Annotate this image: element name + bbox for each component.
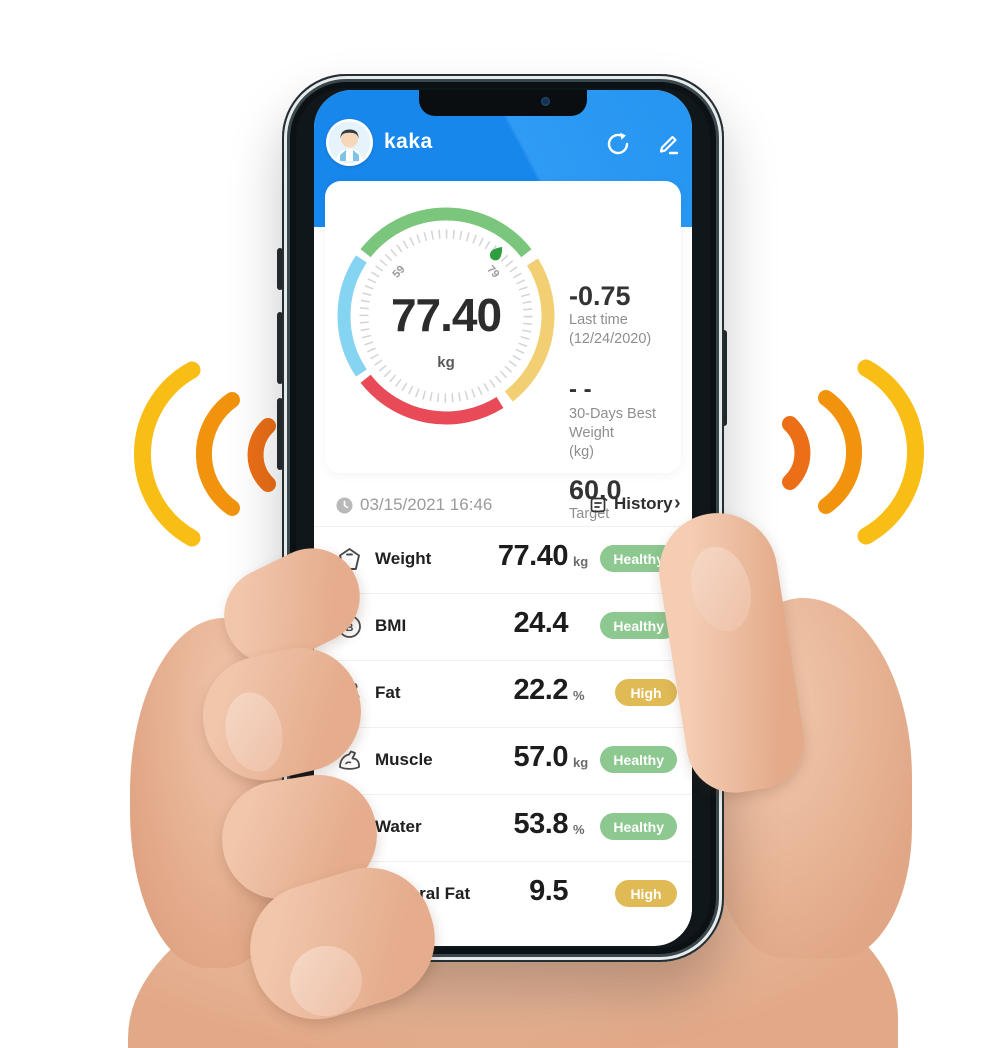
metric-label: Weight [375,549,432,568]
summary-label: 30-Days Best [569,406,657,422]
metric-unit: kg [573,755,589,770]
summary-value: -0.75 [569,281,631,311]
front-camera-icon [541,97,550,106]
gauge-tick-ring [359,229,533,403]
wave-arc-middle [196,392,240,516]
metric-value: 22.2 [513,674,569,706]
summary-label: Target [569,506,610,522]
volume-up-button [277,312,283,384]
wave-arc-middle [818,390,862,514]
gauge-arc-red [360,374,504,425]
svg-text:B: B [346,622,354,634]
summary-label: (kg) [569,444,594,460]
chevron-right-icon[interactable]: › [674,492,681,514]
status-badge: High [615,880,677,907]
wave-arc-inner [247,418,276,492]
metric-unit: % [573,688,585,703]
username: kaka [384,130,433,153]
metric-value: 24.4 [513,607,569,639]
summary-label: (12/24/2020) [569,331,652,347]
metric-value: 77.40 [497,540,569,572]
signal-waves-left [128,360,306,548]
gauge-pointer-droplet-icon [489,246,503,261]
wave-arc-outer [133,361,201,547]
date-history-row: 03/15/2021 16:46 History › [314,488,692,524]
muscle-icon [336,747,363,774]
metric-label: BMI [375,616,407,635]
history-icon[interactable] [590,496,608,514]
avatar[interactable] [326,119,373,166]
gauge-unit: kg [437,354,455,371]
metric-row-weight[interactable]: Weight 77.40 kg Healthy [314,526,692,593]
refresh-icon[interactable] [604,130,632,158]
summary-label: Last time [569,312,628,328]
gauge-max-label: 79 [484,263,501,280]
gauge-arc-blue [337,255,367,377]
wave-arc-outer [857,359,925,545]
metric-label: Fat [375,683,401,702]
phone-screen: kaka 59 79 77.4 [314,90,692,946]
metric-row-bmi[interactable]: B BMI 24.4 Healthy [314,593,692,660]
summary-label: Weight [569,425,614,441]
measurement-timestamp: 03/15/2021 16:46 [360,495,493,514]
metric-value: 57.0 [513,741,569,773]
summary-30day-best: - - 30-Days Best Weight (kg) [569,375,656,462]
gauge-value: 77.40 [391,289,501,341]
metric-label: Muscle [375,750,433,769]
metric-value: 53.8 [513,808,569,840]
weight-gauge: 59 79 77.40 kg [331,201,561,431]
summary-target: 60.0 Target (kg) [569,475,622,543]
measurement-card: 59 79 77.40 kg -0.75 Last time (12/24/20… [325,181,681,541]
summary-last-time: -0.75 Last time (12/24/2020) [569,281,651,349]
metric-row-fat[interactable]: Fat 22.2 % High [314,660,692,727]
metric-unit: % [573,822,585,837]
signal-waves-right [752,358,930,546]
gauge-min-label: 59 [390,263,407,280]
metrics-list: Weight 77.40 kg Healthy B BMI 24.4 Healt… [314,526,692,928]
phone-notch [419,90,587,116]
summary-value: - - [569,376,592,403]
status-badge: Healthy [600,813,677,840]
summary-value: 60.0 [569,475,622,505]
metric-row-muscle[interactable]: Muscle 57.0 kg Healthy [314,727,692,794]
clock-icon [336,497,353,514]
history-link[interactable]: History [614,494,673,513]
power-button [721,330,727,426]
metric-label: Water [375,817,422,836]
gauge-arc-green [360,207,532,258]
volume-down-button [277,398,283,470]
status-badge: Healthy [600,746,677,773]
metric-row-water[interactable]: Water 53.8 % Healthy [314,794,692,861]
metric-unit: kg [573,554,589,569]
gauge-arc-yellow [504,258,555,402]
status-badge: High [615,679,677,706]
wave-arc-inner [782,416,811,490]
metric-value: 9.5 [529,875,568,907]
mute-switch [277,248,283,290]
status-badge: Healthy [600,612,677,639]
edit-icon[interactable] [654,130,682,158]
